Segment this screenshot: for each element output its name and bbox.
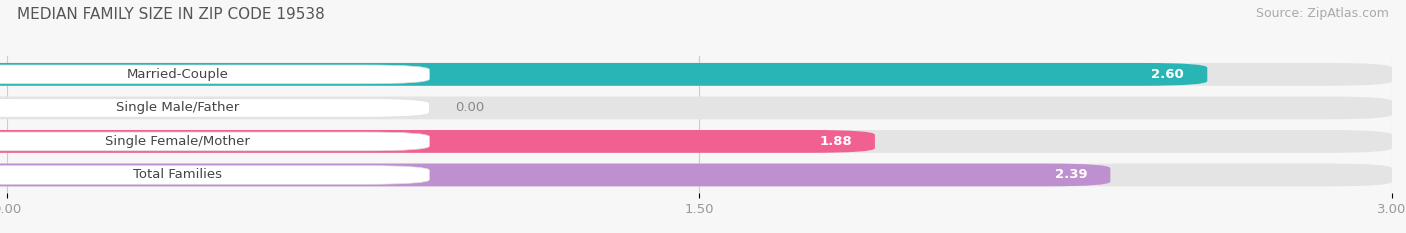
FancyBboxPatch shape [0, 164, 1392, 186]
Text: Married-Couple: Married-Couple [127, 68, 229, 81]
Text: Source: ZipAtlas.com: Source: ZipAtlas.com [1256, 7, 1389, 20]
FancyBboxPatch shape [0, 63, 1208, 86]
FancyBboxPatch shape [0, 63, 1392, 86]
Text: 2.60: 2.60 [1152, 68, 1184, 81]
FancyBboxPatch shape [0, 65, 429, 84]
Text: 1.88: 1.88 [820, 135, 852, 148]
Text: Total Families: Total Families [134, 168, 222, 182]
FancyBboxPatch shape [0, 132, 429, 151]
FancyBboxPatch shape [0, 166, 429, 184]
Text: Single Male/Father: Single Male/Father [117, 101, 239, 114]
Text: Single Female/Mother: Single Female/Mother [105, 135, 250, 148]
Text: 0.00: 0.00 [454, 101, 484, 114]
FancyBboxPatch shape [0, 96, 1392, 119]
Text: MEDIAN FAMILY SIZE IN ZIP CODE 19538: MEDIAN FAMILY SIZE IN ZIP CODE 19538 [17, 7, 325, 22]
FancyBboxPatch shape [0, 130, 875, 153]
FancyBboxPatch shape [0, 130, 1392, 153]
FancyBboxPatch shape [0, 99, 429, 117]
Text: 2.39: 2.39 [1054, 168, 1087, 182]
FancyBboxPatch shape [0, 164, 1111, 186]
